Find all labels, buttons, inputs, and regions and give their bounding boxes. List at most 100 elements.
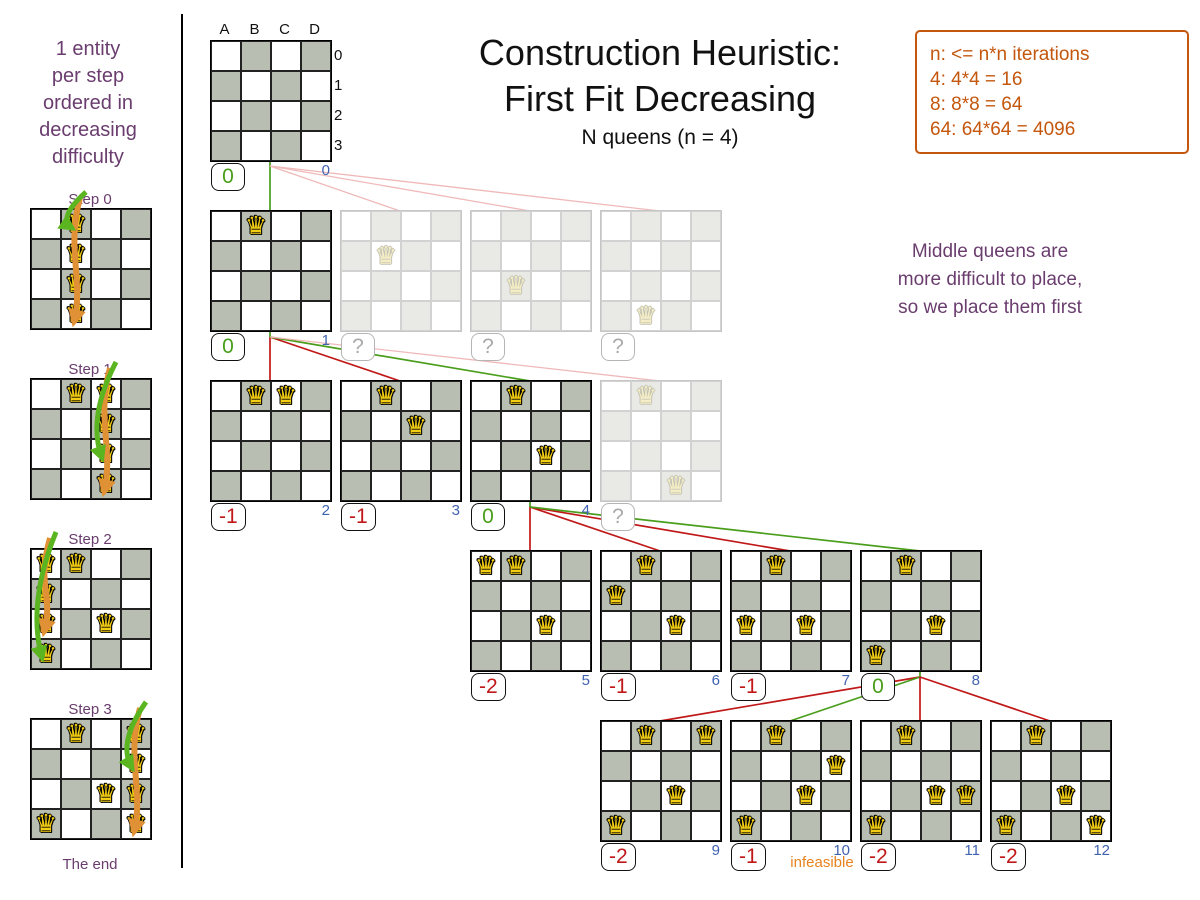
board-cell xyxy=(501,271,531,301)
board-cell xyxy=(501,581,531,611)
board-cell xyxy=(631,211,661,241)
board-cell xyxy=(91,719,121,749)
board-cell xyxy=(561,241,591,271)
board-cell xyxy=(61,549,91,579)
queen-icon: ♛ xyxy=(64,210,88,238)
queen-icon: ♛ xyxy=(244,212,268,240)
orange-iteration-arrow xyxy=(38,537,56,638)
board-index-b8: 8 xyxy=(971,672,980,689)
score-badge-b6: -1 xyxy=(601,673,636,701)
board-cell xyxy=(891,641,921,671)
score-badge-b5: -2 xyxy=(471,673,506,701)
board-cell xyxy=(431,381,461,411)
board-cell xyxy=(241,241,271,271)
board-cell xyxy=(241,71,271,101)
board-cell xyxy=(531,271,561,301)
board-cell xyxy=(601,611,631,641)
board-cell xyxy=(301,441,331,471)
board-cell xyxy=(1051,781,1081,811)
board-cell xyxy=(61,779,91,809)
score-badge-b10: -1 xyxy=(731,843,766,871)
board-cell xyxy=(61,469,91,499)
board-cell xyxy=(991,751,1021,781)
board-cell xyxy=(601,471,631,501)
page-title-line1: Construction Heuristic: xyxy=(478,32,842,73)
queen-icon: ♛ xyxy=(924,612,948,640)
score-badge-b1: 0 xyxy=(211,333,245,361)
board-index-b3: 3 xyxy=(451,502,460,519)
page-title-line2: First Fit Decreasing xyxy=(503,78,817,119)
queen-icon: ♛ xyxy=(404,412,428,440)
board-cell xyxy=(691,411,721,441)
infeasible-label: infeasible xyxy=(790,854,854,871)
queen-icon: ♛ xyxy=(94,470,118,498)
board-cell xyxy=(401,381,431,411)
board-cell xyxy=(561,211,591,241)
connector-red xyxy=(269,336,401,382)
board-cell xyxy=(341,301,371,331)
board-cell xyxy=(31,749,61,779)
queen-icon: ♛ xyxy=(534,612,558,640)
board-cell xyxy=(891,751,921,781)
board-cell xyxy=(761,811,791,841)
board-cell xyxy=(91,609,121,639)
queen-icon: ♛ xyxy=(504,272,528,300)
board-cell xyxy=(951,811,981,841)
board-cell xyxy=(501,381,531,411)
board-cell xyxy=(891,811,921,841)
board-index-b5: 5 xyxy=(581,672,590,689)
chess-board-step2: ♛ ♛ ♛ ♛ ♛ ♛ xyxy=(30,548,152,670)
chess-board-step0: ♛ ♛ ♛ ♛ xyxy=(30,208,152,330)
board-cell xyxy=(861,581,891,611)
board-cell xyxy=(501,611,531,641)
board-cell xyxy=(211,301,241,331)
chess-board-b1: ♛ xyxy=(210,210,332,332)
board-cell xyxy=(631,441,661,471)
step-label-0: Step 0 xyxy=(68,191,112,208)
note-line: Middle queens are xyxy=(911,241,1069,262)
board-index-b9: 9 xyxy=(711,842,720,859)
board-cell xyxy=(821,581,851,611)
board-cell xyxy=(241,441,271,471)
board-cell xyxy=(371,441,401,471)
board-cell xyxy=(891,581,921,611)
board-cell xyxy=(861,751,891,781)
board-cell xyxy=(371,411,401,441)
board-cell xyxy=(531,241,561,271)
board-cell xyxy=(91,809,121,839)
queen-icon: ♛ xyxy=(244,382,268,410)
queen-icon: ♛ xyxy=(34,640,58,668)
board-cell xyxy=(341,441,371,471)
board-index-b4: 4 xyxy=(581,502,590,519)
column-label: D xyxy=(309,21,321,38)
board-cell xyxy=(301,241,331,271)
board-cell xyxy=(691,581,721,611)
board-cell xyxy=(271,41,301,71)
board-cell xyxy=(121,809,151,839)
board-cell xyxy=(431,441,461,471)
board-cell xyxy=(921,581,951,611)
board-index-b10: 10 xyxy=(833,842,850,859)
chess-board-b11: ♛ ♛ ♛ ♛ xyxy=(860,720,982,842)
board-cell xyxy=(121,299,151,329)
connector-red xyxy=(529,506,661,552)
queen-icon: ♛ xyxy=(34,610,58,638)
board-cell xyxy=(31,269,61,299)
board-cell xyxy=(1081,811,1111,841)
board-cell xyxy=(601,271,631,301)
board-cell xyxy=(341,211,371,241)
board-cell xyxy=(601,211,631,241)
board-cell xyxy=(471,441,501,471)
board-cell xyxy=(371,241,401,271)
board-cell xyxy=(991,811,1021,841)
board-cell xyxy=(601,811,631,841)
chess-board-b12: ♛ ♛ ♛ ♛ xyxy=(990,720,1112,842)
board-cell xyxy=(121,269,151,299)
board-cell xyxy=(61,439,91,469)
board-cell xyxy=(1021,811,1051,841)
column-label: A xyxy=(219,21,231,38)
queen-icon: ♛ xyxy=(864,642,888,670)
board-cell xyxy=(561,551,591,581)
